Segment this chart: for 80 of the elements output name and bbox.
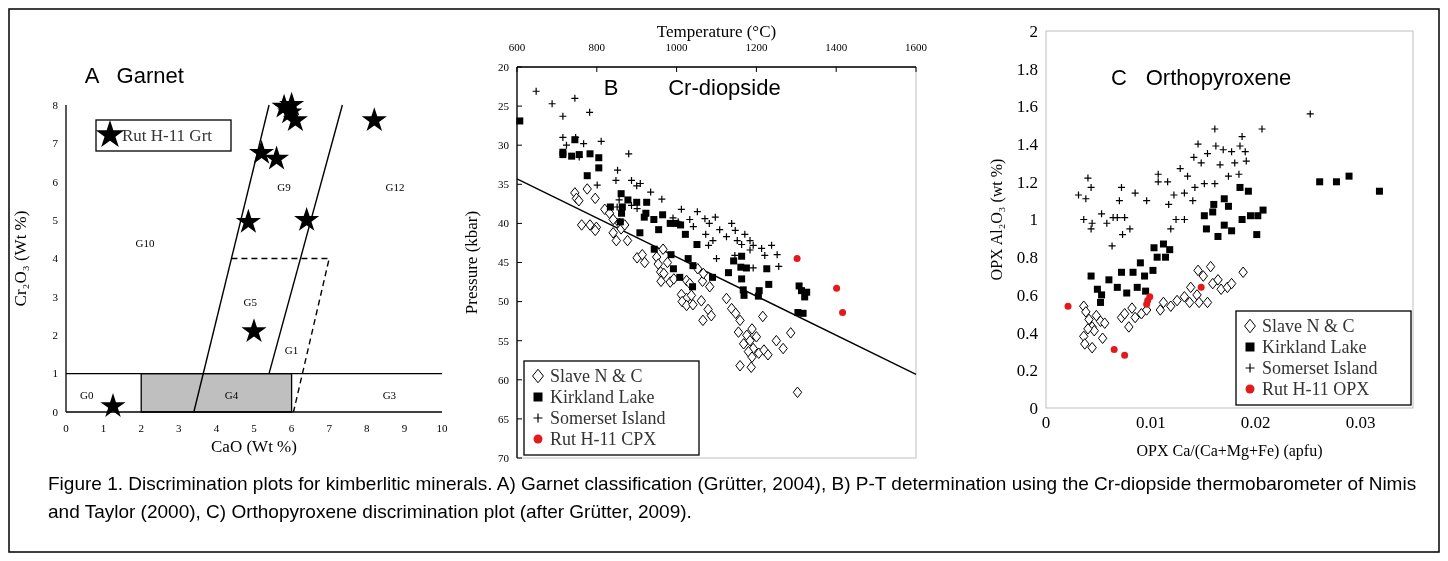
legend-label: Rut H-11 OPX <box>1262 379 1370 400</box>
y-tick-label: 0.2 <box>1016 361 1038 381</box>
y-tick-label: 6 <box>52 175 59 188</box>
y-tick-label: 65 <box>498 412 510 425</box>
legend-label: Slave N & C <box>1262 316 1355 337</box>
legend-label: Kirkland Lake <box>550 387 655 408</box>
y-tick-label: 35 <box>498 178 510 191</box>
x-tick-label: 10 <box>436 422 448 434</box>
y-tick-label: 30 <box>498 139 510 152</box>
annotation: G9 <box>277 181 292 194</box>
x-axis-title: Temperature (°C) <box>656 22 777 41</box>
x-tick-label: 7 <box>326 422 333 434</box>
x-tick-label: 1600 <box>905 41 928 53</box>
y-tick-label: 3 <box>52 290 59 303</box>
x-tick-label: 800 <box>588 41 606 53</box>
y-tick-label: 0.8 <box>1016 248 1038 268</box>
y-tick-label: 0.6 <box>1016 285 1038 305</box>
y-tick-label: 45 <box>498 256 510 269</box>
x-tick-label: 0 <box>63 422 70 434</box>
x-tick-label: 2 <box>138 422 144 434</box>
y-tick-label: 1.2 <box>1016 172 1038 192</box>
y-axis-title: Pressure (kbar) <box>462 210 481 315</box>
legend-label: Slave N & C <box>550 366 643 387</box>
x-tick-label: 8 <box>364 422 371 434</box>
y-axis-title: Cr₂O₃ (Wt %) <box>11 210 30 307</box>
legend-label: Somerset Island <box>1262 358 1378 379</box>
y-tick-label: 8 <box>52 98 59 111</box>
x-tick-label: 4 <box>213 422 220 434</box>
legend-label: Rut H-11 Grt <box>122 125 213 145</box>
annotation: G4 <box>224 388 239 401</box>
x-tick-label: 0 <box>1041 413 1051 432</box>
y-tick-label: 60 <box>498 373 510 386</box>
y-tick-label: 70 <box>498 451 510 464</box>
y-tick-label: 0.4 <box>1016 323 1039 343</box>
x-tick-label: 3 <box>176 422 183 434</box>
legend-label: Rut H-11 CPX <box>550 429 657 450</box>
y-tick-label: 2 <box>52 329 58 342</box>
chart-title: A Garnet <box>84 63 184 88</box>
x-axis-title: CaO (Wt %) <box>211 437 297 456</box>
x-axis-title: OPX Ca/(Ca+Mg+Fe) (apfu) <box>1136 442 1323 460</box>
y-tick-label: 5 <box>52 213 59 226</box>
y-tick-label: 4 <box>52 252 59 265</box>
y-tick-label: 0 <box>1029 398 1038 418</box>
x-tick-label: 6 <box>288 422 295 434</box>
y-tick-label: 1 <box>1029 210 1038 230</box>
y-tick-label: 1.6 <box>1016 97 1038 117</box>
annotation: G5 <box>243 296 258 309</box>
y-tick-label: 1 <box>52 367 58 380</box>
legend-label: Somerset Island <box>550 408 666 429</box>
y-tick-label: 20 <box>498 60 510 73</box>
y-axis-title: OPX Al₂O₃ (wt %) <box>988 158 1006 281</box>
y-tick-label: 1.8 <box>1016 59 1038 79</box>
annotation: G0 <box>79 388 94 401</box>
y-tick-label: 25 <box>498 99 510 112</box>
x-tick-label: 9 <box>401 422 408 434</box>
caption: Figure 1. Discrimination plots for kimberlitic minerals. A) Garnet classification (Grütter, 2004), B) P-T determination using the Cr-diopside thermobarometer of Nimis and Taylor (2000), C) Orthopyroxene discrimination plot (after Grütter, 2009). <box>48 473 1417 522</box>
y-tick-label: 55 <box>498 334 510 347</box>
x-tick-label: 1 <box>100 422 107 434</box>
y-tick-label: 1.4 <box>1016 135 1039 155</box>
x-tick-label: 0.03 <box>1345 413 1376 432</box>
annotation: G10 <box>135 237 155 249</box>
text: Orthopyroxene <box>1145 65 1292 90</box>
x-tick-label: 1000 <box>665 41 689 53</box>
y-tick-label: 7 <box>52 137 59 150</box>
text: C <box>1111 65 1128 90</box>
x-tick-label: 0.01 <box>1135 413 1166 432</box>
x-tick-label: 0.02 <box>1240 413 1271 432</box>
legend-label: Kirkland Lake <box>1262 337 1367 358</box>
y-tick-label: 0 <box>52 405 59 418</box>
y-tick-label: 40 <box>498 217 510 230</box>
x-tick-label: 5 <box>251 422 258 434</box>
x-tick-label: 1200 <box>745 41 768 53</box>
annotation: G3 <box>382 388 397 401</box>
y-tick-label: 50 <box>498 295 510 308</box>
annotation: G12 <box>385 181 405 194</box>
chart-subtitle: Cr-diopside <box>668 75 781 100</box>
chart-title: B <box>603 75 619 100</box>
x-tick-label: 1400 <box>825 41 848 53</box>
x-tick-label: 600 <box>508 41 526 53</box>
annotation: G1 <box>284 344 299 357</box>
